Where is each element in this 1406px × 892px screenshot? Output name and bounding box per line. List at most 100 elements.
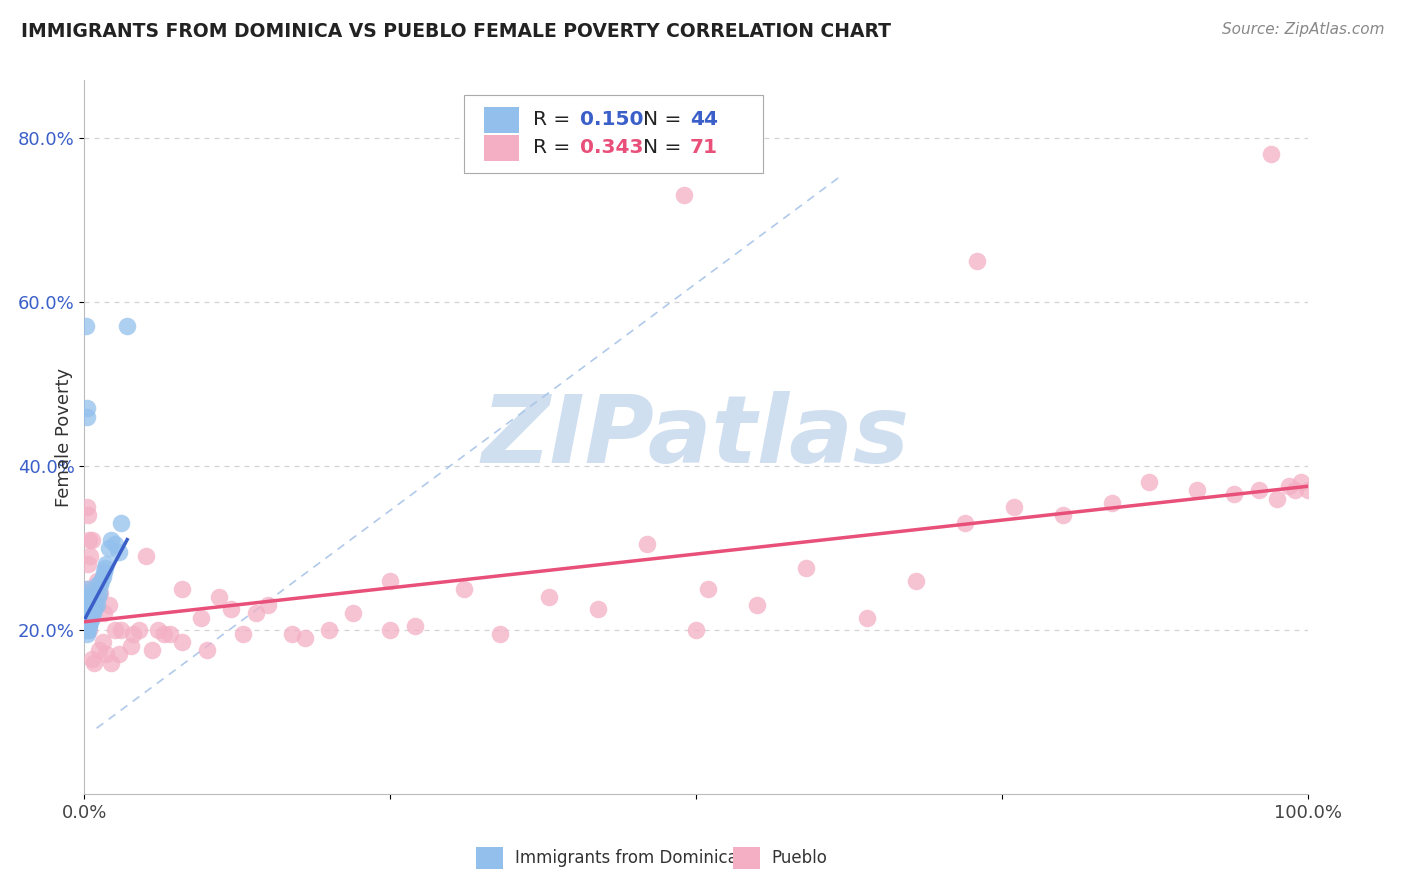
Point — [87, 590, 110, 604]
Point — [75, 594, 97, 608]
Point — [80, 594, 103, 608]
Point — [77, 508, 100, 522]
Point — [77, 602, 100, 616]
Point — [747, 599, 769, 613]
Point — [794, 561, 817, 575]
Point — [76, 602, 98, 616]
Text: ZIPatlas: ZIPatlas — [482, 391, 910, 483]
Point — [953, 516, 976, 531]
Point — [342, 607, 364, 621]
Point — [1260, 147, 1282, 161]
Point — [100, 656, 122, 670]
Point — [153, 627, 176, 641]
Point — [453, 582, 475, 596]
Point — [80, 651, 103, 665]
Point — [93, 566, 115, 580]
Text: 71: 71 — [690, 138, 718, 157]
Point — [905, 574, 928, 588]
Point — [195, 643, 218, 657]
Point — [172, 635, 194, 649]
Point — [83, 590, 105, 604]
Point — [86, 574, 108, 588]
Point — [1137, 475, 1160, 490]
Point — [110, 623, 132, 637]
FancyBboxPatch shape — [475, 847, 503, 869]
Point — [77, 623, 100, 637]
Point — [115, 319, 138, 334]
Point — [76, 401, 98, 416]
Point — [93, 607, 115, 621]
Point — [146, 623, 169, 637]
Point — [380, 574, 402, 588]
Point — [966, 253, 988, 268]
Text: Immigrants from Dominica: Immigrants from Dominica — [515, 849, 738, 867]
Point — [96, 558, 118, 572]
Point — [91, 635, 114, 649]
Point — [80, 533, 103, 547]
Text: IMMIGRANTS FROM DOMINICA VS PUEBLO FEMALE POVERTY CORRELATION CHART: IMMIGRANTS FROM DOMINICA VS PUEBLO FEMAL… — [21, 22, 891, 41]
Point — [79, 607, 101, 621]
Point — [77, 558, 100, 572]
Y-axis label: Female Poverty: Female Poverty — [55, 368, 73, 507]
Text: R =: R = — [533, 138, 576, 157]
Point — [1265, 491, 1288, 506]
Point — [96, 648, 118, 662]
Point — [107, 545, 129, 559]
Point — [232, 627, 254, 641]
Point — [76, 610, 98, 624]
Text: 44: 44 — [690, 111, 718, 129]
Point — [77, 623, 100, 637]
Point — [77, 618, 100, 632]
Point — [107, 648, 129, 662]
Point — [75, 602, 97, 616]
Point — [76, 618, 98, 632]
Point — [94, 561, 117, 575]
Point — [120, 639, 142, 653]
Point — [76, 607, 98, 621]
Point — [76, 582, 98, 596]
Point — [76, 627, 98, 641]
FancyBboxPatch shape — [464, 95, 763, 173]
Point — [245, 607, 267, 621]
Point — [97, 541, 120, 555]
Point — [1278, 479, 1301, 493]
Point — [100, 533, 122, 547]
Point — [190, 610, 212, 624]
Point — [91, 569, 114, 583]
Point — [219, 602, 242, 616]
Point — [281, 627, 304, 641]
Point — [1187, 483, 1209, 498]
Point — [76, 599, 98, 613]
Point — [636, 537, 658, 551]
Point — [89, 578, 111, 592]
Point — [84, 599, 107, 613]
Point — [89, 586, 111, 600]
Point — [1223, 487, 1246, 501]
Point — [1296, 483, 1319, 498]
Point — [79, 615, 101, 629]
Point — [76, 590, 98, 604]
Point — [294, 631, 316, 645]
Point — [1284, 483, 1306, 498]
Text: N =: N = — [644, 138, 688, 157]
Point — [1291, 475, 1313, 490]
Text: Pueblo: Pueblo — [772, 849, 828, 867]
Point — [80, 610, 103, 624]
Point — [87, 586, 110, 600]
Point — [104, 623, 127, 637]
Point — [856, 610, 879, 624]
Point — [1101, 496, 1123, 510]
Point — [110, 516, 132, 531]
Point — [172, 582, 194, 596]
Point — [77, 602, 100, 616]
Point — [128, 623, 150, 637]
Point — [76, 582, 98, 596]
Point — [79, 549, 101, 563]
FancyBboxPatch shape — [484, 107, 519, 133]
Point — [75, 607, 97, 621]
Text: Source: ZipAtlas.com: Source: ZipAtlas.com — [1222, 22, 1385, 37]
Point — [86, 578, 108, 592]
Point — [76, 409, 98, 424]
Point — [75, 319, 97, 334]
Point — [76, 500, 98, 514]
